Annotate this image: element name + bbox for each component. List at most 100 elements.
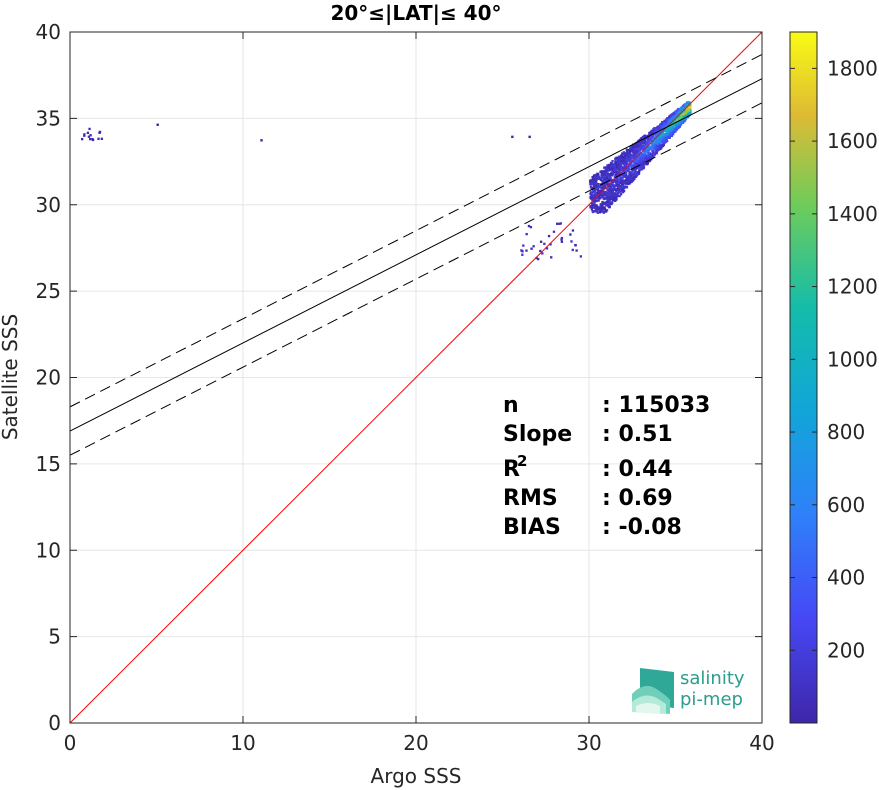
- density-cell: [686, 108, 689, 111]
- density-cell: [624, 163, 627, 166]
- density-cell: [595, 204, 598, 207]
- density-cell: [615, 190, 618, 193]
- density-cell: [627, 167, 631, 171]
- density-cell: [619, 166, 622, 169]
- density-cell: [621, 162, 624, 165]
- density-cell: [653, 153, 656, 156]
- density-cell: [652, 151, 655, 154]
- density-cell: [643, 152, 646, 155]
- logo-text-line1: salinity: [680, 668, 745, 689]
- density-cell: [621, 176, 624, 179]
- density-cell: [623, 185, 626, 189]
- density-cell: [619, 181, 622, 184]
- density-cell: [611, 159, 614, 163]
- density-cell: [642, 165, 645, 168]
- density-cell: [589, 191, 593, 194]
- density-cell: [597, 208, 601, 211]
- colorbar: [789, 31, 818, 724]
- density-cell: [667, 120, 670, 123]
- density-cell: [660, 136, 664, 139]
- colorbar-tick-label: 1000: [827, 347, 878, 371]
- density-cell: [656, 141, 659, 144]
- density-cell: [617, 178, 621, 182]
- density-cell: [593, 205, 597, 208]
- density-cell: [605, 176, 608, 180]
- density-cell: [625, 151, 628, 154]
- density-cell: [644, 137, 648, 140]
- density-cell: [594, 193, 597, 196]
- density-cell: [621, 152, 624, 155]
- density-cell: [628, 149, 631, 152]
- y-tick-label: 40: [36, 20, 61, 44]
- density-cell: [608, 168, 612, 171]
- density-cell: [628, 174, 631, 178]
- density-cell: [627, 165, 630, 168]
- stat-label: RMS: [503, 486, 558, 511]
- density-cell: [591, 210, 595, 214]
- density-cell: [642, 142, 645, 145]
- density-cell: [628, 170, 631, 174]
- density-cell: [636, 171, 639, 174]
- density-cell: [646, 137, 649, 140]
- chart-title: 20°≤|LAT|≤ 40°: [330, 1, 501, 25]
- density-cell: [605, 190, 608, 194]
- density-cell: [611, 181, 615, 184]
- density-cell: [667, 135, 670, 139]
- density-cell: [527, 224, 531, 228]
- density-cell: [680, 122, 683, 125]
- density-cell: [640, 140, 643, 143]
- density-cell: [622, 182, 626, 185]
- density-cell: [87, 135, 91, 138]
- colorbar-tick-label: 1800: [827, 56, 878, 80]
- density-cell: [628, 154, 632, 157]
- density-cell: [603, 193, 607, 197]
- density-cell: [604, 173, 608, 176]
- density-cell: [639, 138, 642, 141]
- density-cell: [597, 199, 600, 202]
- y-tick-label: 0: [48, 711, 61, 735]
- density-cell: [649, 134, 652, 138]
- density-cell: [634, 144, 638, 147]
- density-cell: [610, 166, 613, 169]
- density-cell: [680, 108, 683, 111]
- colorbar-tick-label: 1400: [827, 202, 878, 226]
- density-cell: [684, 117, 688, 120]
- density-cell: [615, 181, 618, 184]
- density-cell: [602, 197, 606, 201]
- density-cell: [658, 136, 662, 139]
- density-cell: [640, 163, 643, 167]
- density-cell: [641, 159, 644, 162]
- density-cell: [605, 200, 609, 204]
- density-cell: [689, 109, 692, 112]
- density-cell: [260, 139, 263, 142]
- x-tick-label: 30: [576, 731, 601, 755]
- stats-box: n: 115033 Slope: 0.51 R2: 0.44 RMS: 0.69 BIA…: [503, 393, 710, 540]
- density-cell: [658, 143, 661, 146]
- density-cell: [618, 189, 621, 192]
- density-cell: [675, 119, 678, 122]
- density-cell: [604, 170, 607, 173]
- density-cell: [670, 131, 673, 134]
- density-cell: [574, 244, 577, 247]
- density-cell: [639, 161, 643, 165]
- density-cell: [623, 170, 626, 173]
- density-cell: [621, 157, 625, 160]
- density-cell: [591, 176, 594, 179]
- density-cell: [681, 121, 685, 124]
- density-cell: [627, 157, 630, 161]
- density-cell: [593, 183, 596, 187]
- density-cell: [646, 140, 650, 144]
- density-cell: [593, 185, 597, 188]
- stat-value: : -0.08: [602, 515, 682, 540]
- density-cell: [639, 147, 642, 150]
- density-cell: [604, 210, 608, 213]
- density-cell: [595, 188, 599, 191]
- density-cell: [613, 169, 617, 172]
- density-cell: [613, 184, 616, 188]
- density-cell: [614, 174, 618, 177]
- y-tick-label: 10: [36, 538, 61, 562]
- density-cell: [653, 147, 656, 151]
- density-cell: [681, 118, 685, 122]
- density-cell: [686, 115, 689, 119]
- density-cell: [593, 177, 596, 180]
